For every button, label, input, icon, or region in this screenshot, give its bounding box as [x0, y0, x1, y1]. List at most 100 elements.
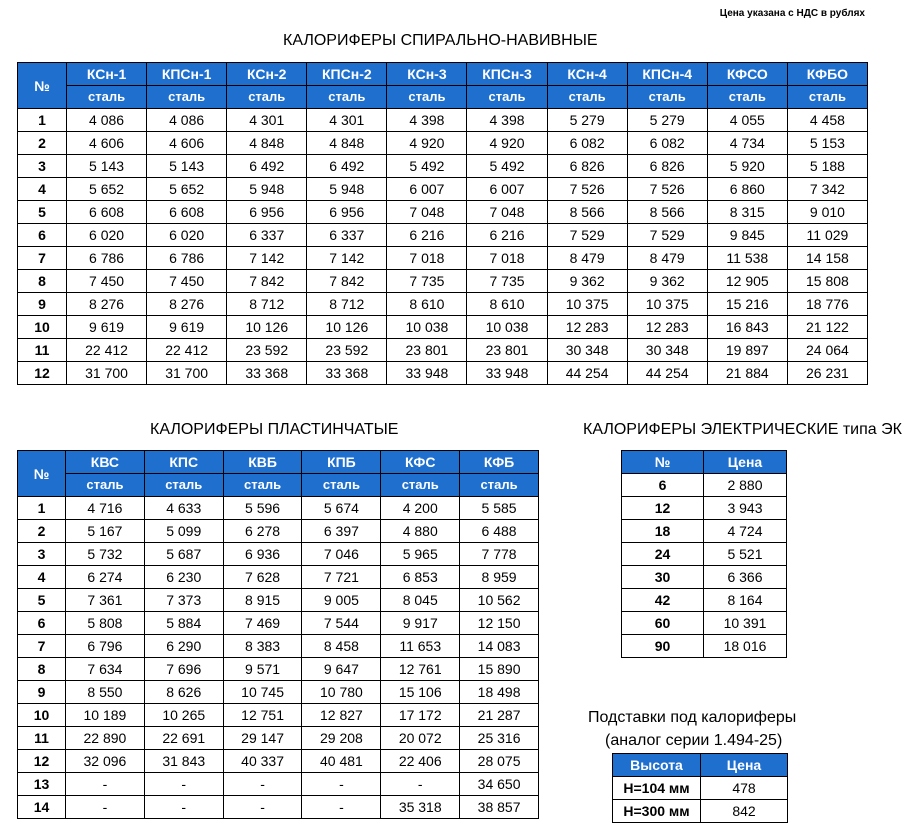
price-cell: 5 188 — [786, 154, 869, 178]
price-note: Цена указана с НДС в рублях — [719, 8, 865, 19]
price-cell: 24 064 — [786, 338, 869, 362]
price-cell: 28 075 — [459, 749, 539, 773]
price-cell: 33 948 — [386, 361, 468, 385]
price-cell: 12 150 — [459, 611, 539, 635]
price-cell: 26 231 — [786, 361, 869, 385]
price-cell: 22 691 — [143, 726, 224, 750]
price-cell: 31 843 — [143, 749, 224, 773]
row-number: 1 — [17, 108, 67, 132]
price-cell: 4 633 — [143, 496, 224, 520]
price-cell: 4 398 — [386, 108, 468, 132]
price-cell: 8 479 — [626, 246, 708, 270]
price-cell: 6 826 — [626, 154, 708, 178]
price-cell: 11 653 — [380, 634, 461, 658]
price-cell: 8 566 — [546, 200, 628, 224]
table-row: 30 6 366 — [621, 565, 787, 589]
price-cell: 4 055 — [706, 108, 788, 132]
price-cell: 6 786 — [146, 246, 228, 270]
price-cell: 21 287 — [459, 703, 539, 727]
price-cell: 10 038 — [466, 315, 548, 339]
price-cell: 6 608 — [65, 200, 148, 224]
material-header: сталь — [786, 85, 869, 109]
model-header: КПСн-3 — [466, 62, 548, 86]
price-cell: 7 842 — [226, 269, 308, 293]
price-cell: 8 164 — [703, 588, 787, 612]
price-cell: 25 316 — [459, 726, 539, 750]
price-cell: 5 279 — [626, 108, 708, 132]
price-cell: 33 948 — [466, 361, 548, 385]
price-cell: 8 915 — [222, 588, 303, 612]
price-cell: 8 479 — [546, 246, 628, 270]
electric-price-table: № Цена 6 2 880 12 3 943 18 4 724 24 5 521 30 6 366 4… — [621, 450, 787, 658]
price-cell: 6 337 — [226, 223, 308, 247]
price-cell: 7 529 — [626, 223, 708, 247]
price-cell: 18 016 — [703, 634, 787, 658]
num-header: № — [17, 62, 67, 109]
price-cell: 7 634 — [65, 657, 145, 681]
price-header: Цена — [703, 450, 787, 474]
price-cell: 5 674 — [301, 496, 382, 520]
price-cell: 4 606 — [146, 131, 228, 155]
row-label: 90 — [621, 634, 704, 658]
model-header: КСн-2 — [226, 62, 308, 86]
price-cell: 10 745 — [222, 680, 303, 704]
price-cell: 8 550 — [65, 680, 145, 704]
material-header: сталь — [306, 85, 388, 109]
material-header: сталь — [226, 85, 308, 109]
price-cell: 30 348 — [626, 338, 708, 362]
price-cell: 8 610 — [466, 292, 548, 316]
price-cell: 10 126 — [306, 315, 388, 339]
price-cell: 5 585 — [459, 496, 539, 520]
price-cell: 33 368 — [226, 361, 308, 385]
price-header: Цена — [700, 753, 788, 777]
price-cell: - — [65, 795, 145, 819]
row-label: 30 — [621, 565, 704, 589]
price-cell: 12 283 — [626, 315, 708, 339]
material-header: сталь — [65, 85, 148, 109]
price-cell: 4 086 — [146, 108, 228, 132]
price-cell: - — [380, 772, 461, 796]
price-cell: 4 606 — [65, 131, 148, 155]
price-cell: 14 083 — [459, 634, 539, 658]
price-cell: 4 724 — [703, 519, 787, 543]
electric-title: КАЛОРИФЕРЫ ЭЛЕКТРИЧЕСКИЕ типа ЭК — [583, 421, 902, 438]
price-cell: 6 216 — [386, 223, 468, 247]
price-cell: 12 283 — [546, 315, 628, 339]
price-cell: 8 458 — [301, 634, 382, 658]
price-cell: 29 147 — [222, 726, 303, 750]
label-header: Высота — [612, 753, 701, 777]
price-cell: 29 208 — [301, 726, 382, 750]
price-cell: 9 010 — [786, 200, 869, 224]
price-cell: 478 — [700, 776, 788, 800]
price-cell: 7 046 — [301, 542, 382, 566]
price-cell: 8 712 — [306, 292, 388, 316]
price-cell: 4 920 — [466, 131, 548, 155]
table-row: 11 22 890 22 691 29 147 29 208 20 072 25 316 — [17, 726, 539, 750]
price-cell: 21 884 — [706, 361, 788, 385]
header-row: № Цена — [621, 450, 787, 474]
row-number: 11 — [17, 726, 66, 750]
price-cell: 7 721 — [301, 565, 382, 589]
price-cell: 3 943 — [703, 496, 787, 520]
price-cell: 44 254 — [546, 361, 628, 385]
model-header: КПСн-2 — [306, 62, 388, 86]
row-label: 12 — [621, 496, 704, 520]
price-cell: 4 301 — [306, 108, 388, 132]
header-row: Высота Цена — [612, 753, 788, 777]
price-cell: 8 626 — [143, 680, 224, 704]
price-cell: 8 712 — [226, 292, 308, 316]
price-cell: 5 920 — [706, 154, 788, 178]
price-cell: 6 274 — [65, 565, 145, 589]
price-cell: - — [143, 772, 224, 796]
price-cell: 5 687 — [143, 542, 224, 566]
stands-title-line1: Подставки под калориферы — [588, 709, 797, 726]
price-cell: 6 007 — [386, 177, 468, 201]
row-number: 2 — [17, 131, 67, 155]
model-header: КПСн-4 — [626, 62, 708, 86]
price-cell: 6 366 — [703, 565, 787, 589]
